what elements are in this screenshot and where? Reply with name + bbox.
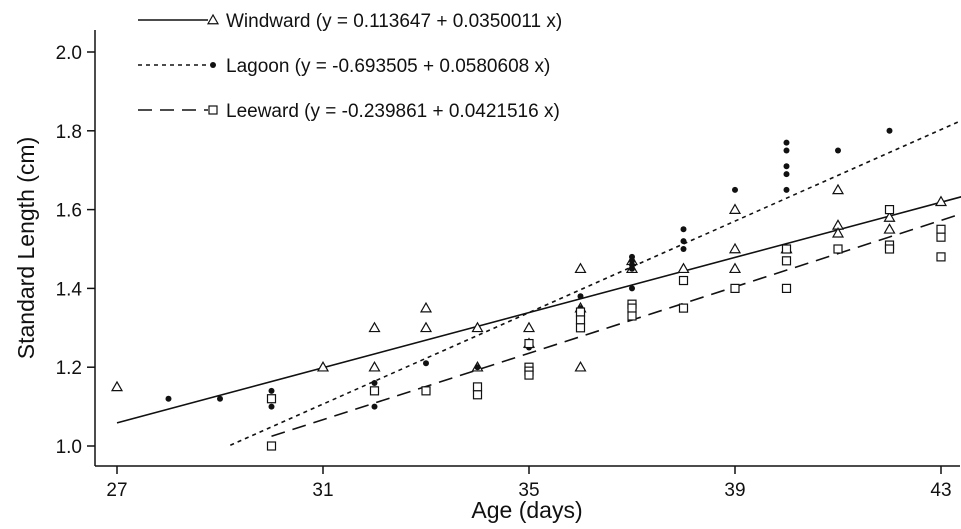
square-point <box>369 386 380 396</box>
triangle-point <box>368 321 381 333</box>
square-point <box>575 315 586 325</box>
triangle-point <box>728 203 742 214</box>
square-point <box>472 390 483 400</box>
square-point <box>627 311 637 321</box>
dot-point <box>371 403 378 410</box>
square-point <box>936 224 946 234</box>
triangle-point <box>934 195 948 207</box>
dot-point <box>474 364 481 371</box>
y-tick-label: 1.8 <box>56 122 82 143</box>
square-point <box>678 303 689 313</box>
triangle-point <box>831 227 845 238</box>
square-point <box>833 244 843 254</box>
triangle-point <box>368 360 381 372</box>
axis-ticks: 2731353943471.01.21.41.61.82.0 <box>56 43 952 501</box>
regression-line <box>116 196 961 424</box>
square-point <box>266 441 277 451</box>
dot-point <box>217 395 223 402</box>
square-point <box>266 394 277 404</box>
triangle-point <box>677 262 690 274</box>
triangle-point <box>522 321 536 333</box>
dot-point <box>577 293 584 300</box>
square-point <box>936 252 946 262</box>
dot-point <box>783 171 790 178</box>
dot-point <box>835 147 841 154</box>
triangle-point <box>728 242 742 254</box>
triangle-point <box>110 380 124 392</box>
y-tick-label: 1.4 <box>56 279 83 300</box>
triangle-point <box>574 262 587 274</box>
triangle-point <box>419 321 433 333</box>
dot-point <box>423 360 429 367</box>
square-point <box>884 205 895 215</box>
square-point <box>936 232 946 242</box>
dot-point <box>268 387 275 394</box>
square-point <box>421 386 431 396</box>
x-tick-label: 27 <box>106 480 127 501</box>
regression-lines <box>116 119 961 446</box>
legend-label: Leeward (y = -0.239861 + 0.0421516 x) <box>226 101 560 122</box>
legend: Windward (y = 0.113647 + 0.0350011 x) Lag… <box>138 11 562 122</box>
dot-point <box>680 226 687 233</box>
triangle-point <box>574 360 587 372</box>
square-point <box>524 370 534 380</box>
triangle-point <box>728 262 742 274</box>
triangle-point <box>883 211 896 222</box>
dot-point <box>165 395 172 402</box>
x-axis-title: Age (days) <box>471 497 582 523</box>
dot-point <box>268 403 275 410</box>
dot-point <box>783 186 790 193</box>
x-tick-label: 31 <box>312 480 333 501</box>
square-point <box>472 382 483 392</box>
regression-line <box>229 119 961 446</box>
legend-square-marker <box>208 105 218 115</box>
square-point <box>575 307 586 317</box>
triangle-point <box>316 360 330 372</box>
square-point <box>678 275 689 286</box>
dot-point <box>680 246 687 252</box>
plot-area <box>94 30 960 467</box>
y-axis-title: Standard Length (cm) <box>13 137 39 359</box>
dot-point <box>783 147 790 154</box>
square-point <box>884 244 895 254</box>
dot-point <box>371 379 378 386</box>
dot-point <box>732 186 738 193</box>
square-point <box>524 338 534 349</box>
data-points <box>110 127 948 451</box>
square-point <box>575 323 586 333</box>
dot-point <box>680 238 687 245</box>
triangle-point <box>883 223 896 234</box>
y-tick-label: 1.2 <box>56 358 82 379</box>
legend-label: Windward (y = 0.113647 + 0.0350011 x) <box>226 11 562 32</box>
legend-label: Lagoon (y = -0.693505 + 0.0580608 x) <box>226 56 550 77</box>
triangle-point <box>419 301 433 313</box>
y-tick-label: 2.0 <box>56 43 82 64</box>
square-point <box>730 283 740 293</box>
x-tick-label: 43 <box>930 480 951 501</box>
y-tick-label: 1.0 <box>56 437 82 458</box>
y-tick-label: 1.6 <box>56 201 82 222</box>
square-point <box>781 256 792 266</box>
dot-point <box>783 163 790 170</box>
dot-point <box>886 127 893 134</box>
dot-point <box>629 285 635 292</box>
dot-point <box>783 139 790 146</box>
square-point <box>781 283 792 293</box>
square-point <box>781 244 792 254</box>
legend-triangle-marker <box>206 13 220 25</box>
dot-point <box>629 265 635 272</box>
triangle-point <box>831 183 845 195</box>
legend-dot-marker <box>210 62 216 68</box>
triangle-point <box>471 321 484 333</box>
x-tick-label: 39 <box>724 480 745 501</box>
x-tick-label: 35 <box>518 480 539 501</box>
square-point <box>627 303 637 313</box>
